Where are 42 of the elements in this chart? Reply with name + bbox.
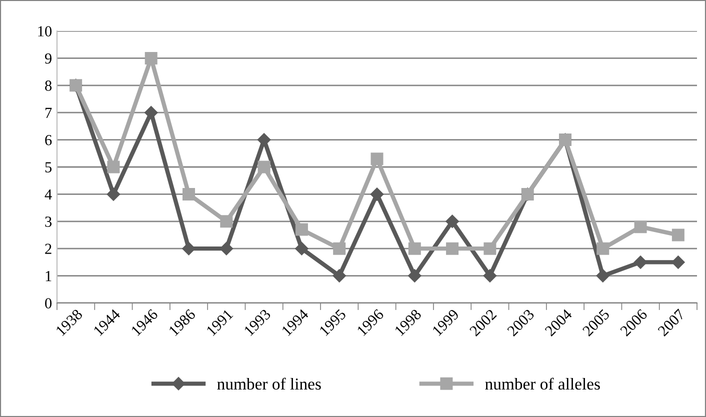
point (144, 52, 158, 64)
point (144, 106, 158, 120)
y-tick-label: 5 (45, 162, 52, 172)
point (370, 152, 384, 166)
point (220, 215, 233, 228)
y-tick-label: 1 (46, 271, 52, 282)
point (408, 242, 421, 255)
legend-label: number of alleles (485, 378, 600, 390)
y-tick-label: 7 (46, 108, 52, 118)
point (257, 133, 271, 146)
y-tick-label: 10 (38, 26, 52, 36)
point (672, 228, 684, 242)
y-tick-label: 8 (45, 80, 52, 91)
point (182, 188, 196, 200)
point (596, 242, 610, 255)
point (106, 188, 120, 201)
point (258, 160, 270, 174)
point (408, 269, 422, 282)
y-tick-label: 9 (44, 53, 52, 64)
x-tick-label: 1991 (206, 308, 234, 336)
legend-label: number of lines (217, 378, 321, 390)
point (182, 242, 196, 256)
point (333, 242, 346, 255)
point (596, 269, 610, 282)
point (220, 242, 233, 256)
point (370, 188, 384, 201)
point (332, 269, 346, 282)
y-tick-label: 4 (44, 189, 52, 200)
point (484, 242, 496, 255)
point (446, 214, 459, 228)
point (634, 220, 647, 234)
y-tick-label: 6 (45, 134, 52, 146)
point (295, 223, 308, 236)
point (672, 256, 685, 269)
y-tick-label: 2 (45, 244, 52, 254)
point (446, 242, 459, 255)
point (107, 160, 120, 174)
point (634, 256, 648, 269)
point (483, 269, 497, 282)
y-tick-label: 0 (45, 298, 52, 308)
point (295, 242, 308, 256)
y-tick-label: 3 (45, 216, 52, 227)
